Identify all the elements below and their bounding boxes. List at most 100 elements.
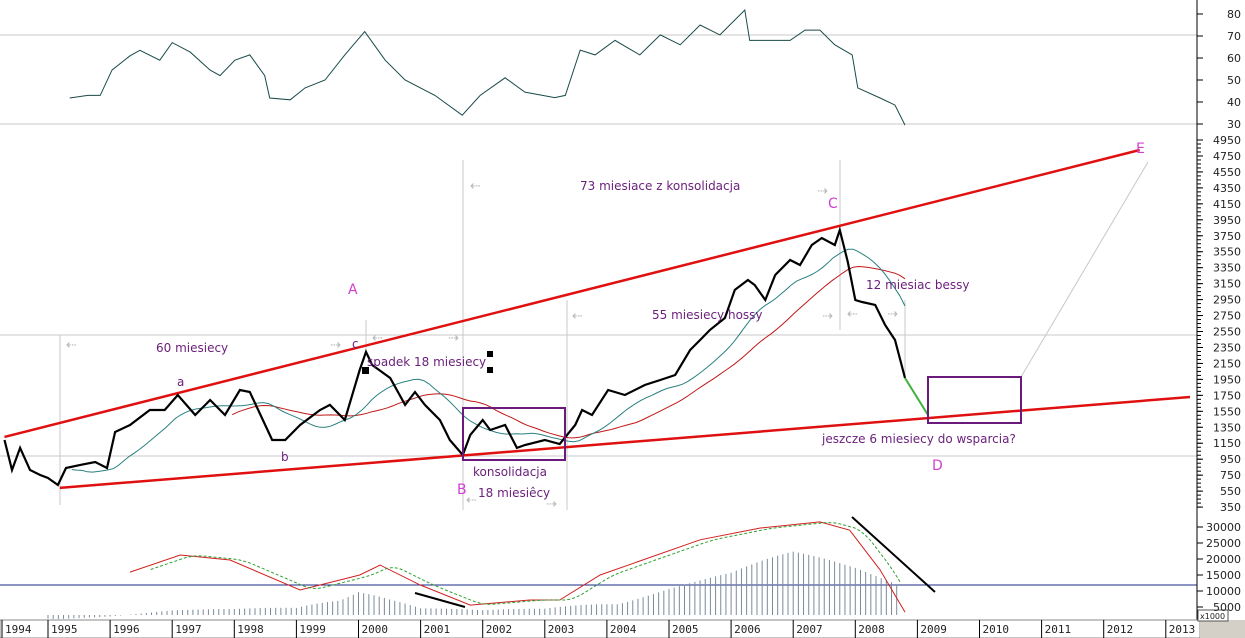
x-axis-label: 2005 (672, 623, 699, 636)
volume-signal-line (150, 522, 902, 605)
price-axis-label: 3750 (1213, 230, 1241, 243)
price-axis-label: 350 (1220, 501, 1241, 514)
point-label-b: B (457, 482, 467, 498)
arrow-right-icon: ⇢ (887, 307, 898, 322)
volume-unit-box (1197, 609, 1229, 622)
point-label-d: D (932, 458, 943, 474)
x-axis-label: 2002 (486, 623, 513, 636)
price-axis-label: 2350 (1213, 341, 1241, 354)
wave-label-c: c (352, 337, 359, 351)
price-axis-label: 4750 (1213, 150, 1241, 163)
price-axis-label: 2950 (1213, 294, 1241, 307)
support-target-box (927, 376, 1022, 424)
price-axis-label: 750 (1220, 469, 1241, 482)
arrow-right-icon: ⇢ (817, 184, 828, 199)
annotation-bull-market: 55 miesiecy hossy (652, 308, 763, 322)
price-axis-label: 3550 (1213, 246, 1241, 259)
annotation-60-months: 60 miesiecy (156, 341, 228, 355)
arrow-right-icon: ⇢ (330, 338, 341, 353)
annotation-support: jeszcze 6 miesiecy do wsparcia? (821, 432, 1016, 446)
moving-average-short (71, 248, 906, 473)
volume-axis-label: 15000 (1206, 569, 1241, 582)
volume-axis-label: 5000 (1213, 601, 1241, 614)
lower-trendline (59, 395, 1191, 490)
price-axis-label: 2750 (1213, 310, 1241, 323)
price-axis-label: 1950 (1213, 373, 1241, 386)
price-axis-label: 4550 (1213, 166, 1241, 179)
x-axis-label: 2000 (362, 623, 389, 636)
volume-trendline (851, 516, 936, 593)
arrow-left-icon: ⇠ (66, 338, 77, 353)
point-label-a: A (348, 282, 358, 298)
price-axis-label: 2550 (1213, 326, 1241, 339)
oscillator-axis-label: 30 (1227, 118, 1241, 131)
volume-trendline (414, 592, 466, 608)
annotation-18-months: 18 miesiêcy (478, 486, 550, 500)
plot-layer (3, 8, 1191, 619)
x-axis-label: 1994 (5, 623, 32, 636)
x-axis-label: 1996 (113, 623, 140, 636)
price-line (3, 226, 907, 487)
x-axis-label: 2004 (610, 623, 637, 636)
annotation-bear-market: 12 miesiac bessy (866, 278, 969, 292)
x-axis-label: 2003 (548, 623, 575, 636)
price-axis-label: 1350 (1213, 421, 1241, 434)
point-label-c: C (828, 196, 838, 212)
volume-unit-label: x1000 (1200, 612, 1225, 621)
volume-axis-label: 25000 (1206, 537, 1241, 550)
arrow-left-icon: ⇠ (466, 493, 477, 508)
price-axis-label: 4350 (1213, 182, 1241, 195)
x-axis-label: 2008 (858, 623, 885, 636)
oscillator-axis-label: 50 (1227, 74, 1241, 87)
arrow-right-icon: ⇢ (546, 497, 557, 512)
arrow-left-icon: ⇠ (847, 307, 858, 322)
x-axis-label: 2010 (983, 623, 1010, 636)
point-label-e: E (1136, 141, 1145, 157)
x-axis-label: 1998 (237, 623, 263, 636)
oscillator-axis-label: 70 (1227, 30, 1241, 43)
oscillator-axis-label: 80 (1227, 8, 1241, 21)
price-axis-label: 1150 (1213, 437, 1241, 450)
volume-axis-label: 30000 (1206, 521, 1241, 534)
x-axis-label: 1995 (51, 623, 78, 636)
x-axis-label: 2013 (1169, 623, 1196, 636)
price-axis-label: 950 (1220, 453, 1241, 466)
volume-axis-label: 10000 (1206, 585, 1241, 598)
price-axis-label: 3950 (1213, 214, 1241, 227)
markers (362, 351, 493, 374)
oscillator-line (69, 8, 906, 126)
price-axis-label: 550 (1220, 485, 1241, 498)
price-axis-label: 3350 (1213, 262, 1241, 275)
grid (0, 34, 1197, 510)
price-axis-label: 1750 (1213, 389, 1241, 402)
consolidation-box (462, 407, 566, 461)
x-axis-label: 1999 (299, 623, 326, 636)
wave-label-b: b (281, 450, 289, 464)
oscillator-axis-label: 40 (1227, 96, 1241, 109)
range-arrows: ⇠ ⇢ ⇠ ⇢ ⇠ ⇢ ⇠ ⇢ ⇠ ⇢ ⇠ ⇢ (66, 179, 898, 512)
price-axis-label: 4950 (1213, 134, 1241, 147)
arrow-left-icon: ⇠ (572, 309, 583, 324)
x-axis-label: 2012 (1107, 623, 1134, 636)
annotation-consolidation: konsolidacja (473, 465, 547, 479)
x-axis-label: 2009 (920, 623, 947, 636)
corner-box (1200, 620, 1245, 638)
volume-indicator-line (129, 521, 906, 613)
volume-axis-label: 20000 (1206, 553, 1241, 566)
price-axis-label: 3150 (1213, 278, 1241, 291)
x-axis-label: 2001 (424, 623, 451, 636)
upper-trendline (4, 148, 1141, 439)
x-axis-label: 2011 (1045, 623, 1072, 636)
price-axis-label: 1550 (1213, 405, 1241, 418)
moving-average-long (231, 265, 906, 439)
arrow-right-icon: ⇢ (448, 331, 459, 346)
arrow-right-icon: ⇢ (822, 309, 833, 324)
annotation-73-months: 73 miesiace z konsolidacja (580, 179, 740, 193)
price-axis-label: 2150 (1213, 357, 1241, 370)
axes: 80 70 60 50 40 30 4950 4750 4550 4350 4150 3950 3750… (1, 8, 1241, 638)
annotation-decline: spadek 18 miesiecy (367, 355, 486, 369)
arrow-left-icon: ⇠ (372, 331, 383, 346)
arrow-left-icon: ⇠ (470, 179, 481, 194)
oscillator-axis-label: 60 (1227, 52, 1241, 65)
x-axis-label: 1997 (175, 623, 202, 636)
